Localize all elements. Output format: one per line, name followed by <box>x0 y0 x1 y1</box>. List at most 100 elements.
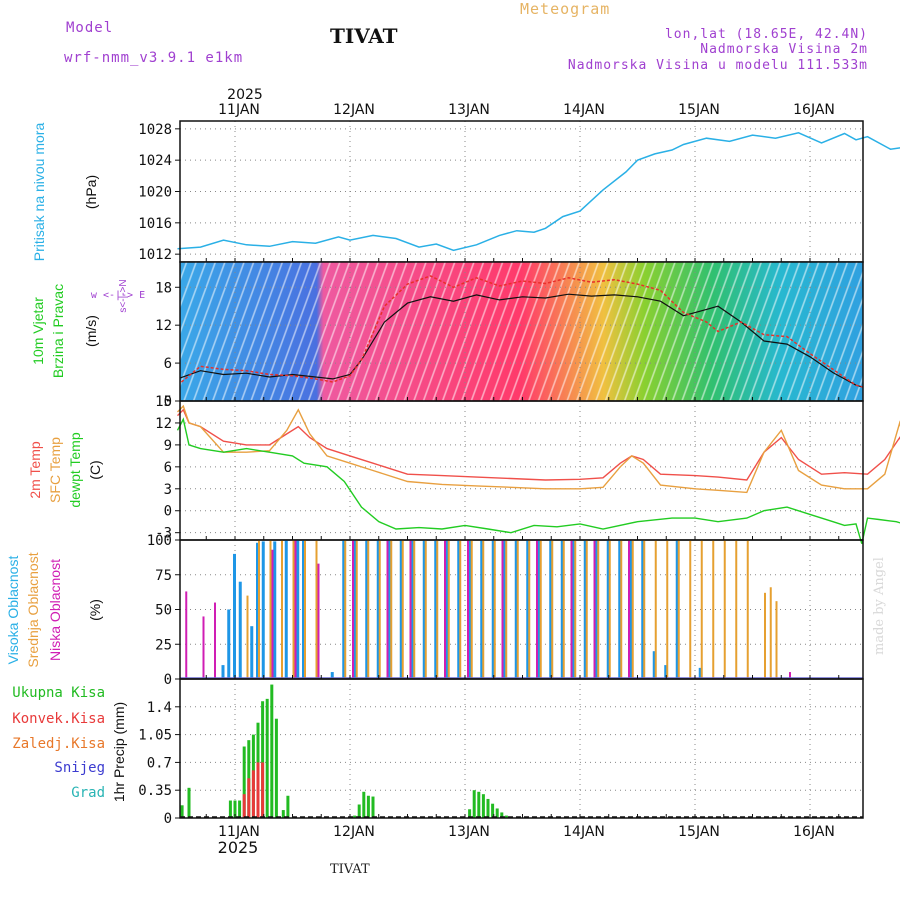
cloud-bar <box>330 672 334 679</box>
year-label: 2025 <box>227 87 263 103</box>
cloud-panel: 0 25 50 75 100 Visoka Oblacnost Srednja Oblacn… <box>5 533 864 688</box>
model-name: wrf-nmm_v3.9.1 e1km <box>64 50 244 66</box>
cloud-bar <box>574 540 577 679</box>
cloud-bar <box>503 540 507 679</box>
cloud-bar <box>424 540 427 679</box>
cloud-bar <box>516 540 519 679</box>
y-axis-label: Visoka Oblacnost <box>5 556 21 665</box>
cloud-bar <box>202 616 205 679</box>
cloud-bar <box>528 540 531 679</box>
y-axis-unit: (%) <box>87 599 103 621</box>
y-axis-label: Srednja Oblacnost <box>25 552 41 667</box>
cloud-bar <box>436 540 439 679</box>
precip-bar <box>251 770 255 818</box>
elevation-label: Nadmorska Visina 2m <box>700 42 868 57</box>
cloud-bar <box>227 609 231 679</box>
date-label: 14JAN <box>563 824 605 840</box>
plot-frame <box>179 400 864 541</box>
cloud-bar <box>491 540 495 679</box>
precip-bar <box>265 698 269 818</box>
legend-label: Grad <box>71 785 105 801</box>
cloud-bar <box>526 540 530 679</box>
cloud-bar <box>595 540 599 679</box>
y-tick-label: 6 <box>164 356 172 372</box>
cloud-bar <box>664 665 668 679</box>
precip-bar <box>228 800 232 818</box>
cloud-bar <box>467 540 469 679</box>
y-tick-label: 50 <box>155 603 172 619</box>
y-tick-label: 1.05 <box>138 728 172 744</box>
date-label: 11JAN <box>218 824 260 840</box>
cloud-bar <box>789 672 791 679</box>
cloud-bar <box>746 540 749 679</box>
y-axis-unit: (m/s) <box>83 315 99 347</box>
cloud-bar <box>411 540 415 679</box>
model-elevation-label: Nadmorska Visina u modelu 111.533m <box>567 58 868 73</box>
cloud-bar <box>292 540 295 679</box>
cloud-bar <box>315 540 318 679</box>
cloud-bar <box>294 540 297 679</box>
wind-barbs-hatch <box>180 262 863 401</box>
y-tick-label: 1028 <box>138 122 172 138</box>
precip-bar <box>504 815 508 818</box>
y-axis-label: Pritisak na nivou mora <box>31 123 47 262</box>
cloud-bar <box>505 540 508 679</box>
legend-label: Konvek.Kisa <box>12 711 105 727</box>
cloud-bar <box>583 540 587 679</box>
cloud-bar <box>390 540 393 679</box>
y-tick-label: -3 <box>155 526 172 542</box>
cloud-bar <box>447 540 450 679</box>
y-tick-label: 0.35 <box>138 783 172 799</box>
y-tick-label: 6 <box>164 460 172 476</box>
cloud-bar <box>386 540 389 679</box>
cloud-bar <box>764 592 766 679</box>
y-tick-label: 9 <box>164 438 172 454</box>
precip-bar <box>468 809 472 818</box>
model-label: Model <box>66 20 114 36</box>
cloud-bar <box>281 540 283 679</box>
y-tick-label: 1020 <box>138 185 172 201</box>
cloud-bar <box>608 540 611 679</box>
precip-bar <box>500 812 504 818</box>
cloud-bar <box>317 563 320 679</box>
cloud-bar <box>258 540 260 679</box>
date-label: 15JAN <box>678 824 720 840</box>
date-label: 12JAN <box>333 824 375 840</box>
cloud-bar <box>409 540 412 679</box>
cloud-bar <box>355 540 358 679</box>
cloud-bar <box>457 540 461 679</box>
cloud-bar <box>537 540 541 679</box>
cloud-bar <box>606 540 610 679</box>
cloud-bar <box>652 651 656 679</box>
cloud-bar <box>643 540 646 679</box>
date-label: 15JAN <box>678 102 720 118</box>
cloud-bar <box>493 540 496 679</box>
y-axis-unit: (C) <box>87 460 103 479</box>
cloud-bar <box>185 591 188 679</box>
y-tick-label: 15 <box>155 394 172 410</box>
date-label: 13JAN <box>448 824 490 840</box>
legend-label: Zaledj.Kisa <box>12 736 105 752</box>
y-axis-label: 10m Vjetar <box>30 297 46 365</box>
cloud-bar <box>246 595 249 679</box>
cloud-bar <box>539 540 542 679</box>
cloud-bar <box>302 540 305 679</box>
cloud-bar <box>271 549 274 679</box>
watermark: made by Angel <box>872 557 887 655</box>
cloud-bar <box>470 540 473 679</box>
date-label: 12JAN <box>333 102 375 118</box>
cloud-bar <box>388 540 392 679</box>
cloud-bar <box>365 540 369 679</box>
y-tick-label: 0 <box>164 672 172 688</box>
cloud-bar <box>501 540 504 679</box>
cloud-bar <box>689 540 692 679</box>
temperature-panel: -3 0 3 6 9 12 15 2m Temp SFC Temp dewpt Temp (C) <box>27 394 900 544</box>
precip-bar <box>180 805 184 818</box>
cloud-bar <box>712 540 715 679</box>
cloud-bar <box>585 540 588 679</box>
y-tick-label: 12 <box>155 318 172 334</box>
cloud-bar <box>514 540 518 679</box>
cloud-bar <box>353 540 357 679</box>
precip-bar <box>187 787 191 818</box>
precip-bar <box>247 778 251 818</box>
